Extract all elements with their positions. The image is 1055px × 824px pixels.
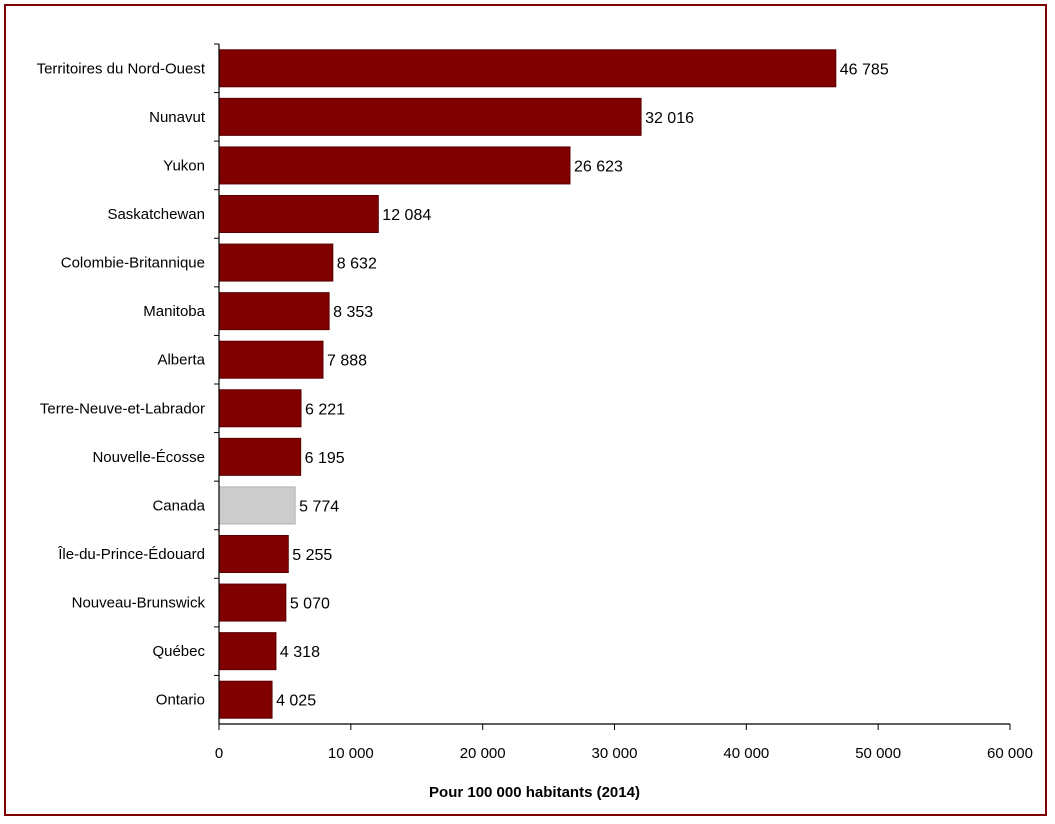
bar-5: [218, 292, 330, 331]
bar-8: [218, 437, 302, 476]
category-label: Nunavut: [149, 109, 206, 126]
bar-6: [218, 340, 324, 379]
data-label: 26 623: [574, 158, 623, 175]
bar-10: [218, 535, 289, 573]
x-tick-label: 20 000: [460, 745, 506, 762]
category-label: Nouvelle-Écosse: [92, 449, 205, 466]
data-label: 8 632: [337, 256, 377, 273]
data-label: 5 774: [299, 498, 339, 515]
x-tick-label: 50 000: [855, 745, 901, 762]
bars-group: [218, 49, 837, 719]
category-label: Nouveau-Brunswick: [72, 595, 206, 612]
data-label: 8 353: [333, 304, 373, 321]
bar-2: [218, 146, 571, 185]
category-label: Québec: [152, 643, 205, 660]
category-label: Île-du-Prince-Édouard: [57, 546, 205, 563]
data-label: 6 195: [305, 450, 345, 467]
bar-7: [218, 389, 302, 428]
bar-11: [218, 583, 287, 622]
category-label: Yukon: [163, 157, 205, 174]
category-label: Manitoba: [143, 303, 205, 320]
data-label: 5 255: [292, 547, 332, 564]
data-label: 4 025: [276, 693, 316, 710]
category-label: Ontario: [156, 692, 205, 709]
x-tick-label: 60 000: [987, 745, 1033, 762]
bar-13: [218, 680, 273, 719]
data-label: 32 016: [645, 110, 694, 127]
category-labels: Territoires du Nord-Ouest Nunavut Yukon Sas…: [37, 60, 206, 708]
axes-group: 0 10 000 20 000 30 000 40 000 50 000 60 000: [214, 43, 1033, 762]
category-label: Terre-Neuve-et-Labrador: [40, 400, 205, 417]
category-label: Saskatchewan: [107, 206, 205, 223]
data-label: 5 070: [290, 596, 330, 613]
bar-12: [218, 632, 277, 671]
data-label: 12 084: [382, 207, 431, 224]
category-label: Alberta: [157, 352, 205, 369]
category-label: Territoires du Nord-Ouest: [37, 60, 206, 77]
bar-0: [218, 49, 837, 88]
x-tick-label: 40 000: [723, 745, 769, 762]
chart-frame: [4, 4, 1047, 816]
value-labels: 46 785 32 016 26 623 12 084 8 632 8 353 7 888 6…: [276, 61, 889, 709]
category-label: Colombie-Britannique: [61, 255, 205, 272]
bar-3: [218, 195, 379, 233]
bar-4: [218, 243, 334, 282]
x-axis-title: Pour 100 000 habitants (2014): [429, 784, 640, 801]
x-tick-label: 0: [215, 745, 223, 762]
bar-9: [218, 486, 296, 525]
category-label: Canada: [152, 497, 205, 514]
data-label: 4 318: [280, 644, 320, 661]
data-label: 6 221: [305, 401, 345, 418]
x-tick-label: 10 000: [328, 745, 374, 762]
data-label: 46 785: [840, 61, 889, 78]
x-tick-label: 30 000: [592, 745, 638, 762]
bar-1: [218, 97, 642, 136]
data-label: 7 888: [327, 353, 367, 370]
